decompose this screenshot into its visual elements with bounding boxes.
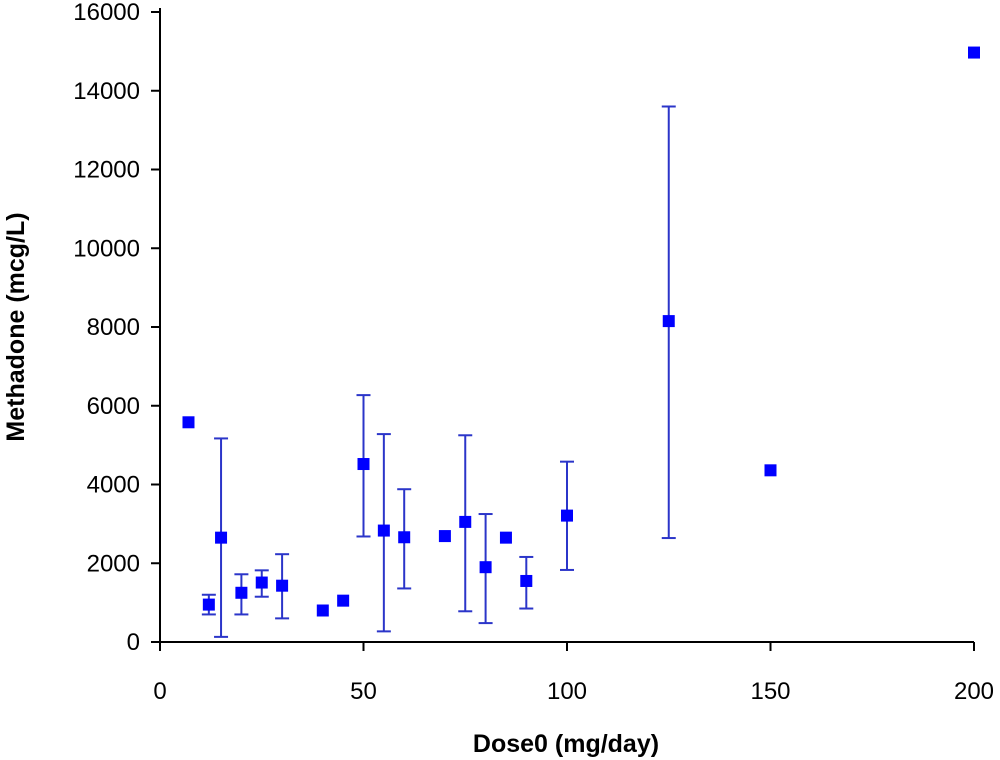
data-point: [459, 515, 472, 528]
y-tick-label: 4000: [87, 472, 140, 499]
x-tick-label: 200: [954, 678, 994, 705]
y-tick-label: 2000: [87, 550, 140, 577]
data-point: [764, 464, 777, 477]
data-point: [255, 576, 268, 589]
y-tick-label: 0: [127, 629, 140, 656]
y-tick-label: 12000: [73, 157, 140, 184]
y-tick-label: 14000: [73, 78, 140, 105]
data-point: [398, 531, 411, 544]
data-point: [276, 579, 289, 592]
data-point: [235, 586, 248, 599]
data-point: [202, 598, 215, 611]
plot-area: 0 2000 4000 6000 8000 10000 12000 14000 16000 0 50…: [73, 0, 994, 705]
y-tick-label: 8000: [87, 314, 140, 341]
data-point: [561, 509, 573, 522]
data-point: [662, 315, 675, 328]
x-tick-label: 150: [750, 678, 790, 705]
x-tick-label: 100: [547, 678, 587, 705]
data-point: [182, 416, 195, 429]
y-axis-title: Methadone (mcg/L): [2, 212, 30, 441]
data-point: [377, 524, 390, 537]
data-point: [499, 531, 512, 544]
data-point: [357, 458, 370, 471]
data-point: [215, 531, 228, 544]
x-tick-label: 50: [350, 678, 377, 705]
y-tick-label: 16000: [73, 0, 140, 26]
data-point: [479, 561, 492, 574]
x-axis-title: Dose0 (mg/day): [473, 730, 659, 758]
y-tick-label: 10000: [73, 235, 140, 262]
data-point: [316, 604, 329, 617]
data-point: [337, 594, 350, 607]
data-point: [438, 530, 451, 543]
data-point: [968, 46, 980, 59]
data-point: [520, 574, 533, 587]
y-tick-label: 6000: [87, 393, 140, 420]
x-tick-label: 0: [153, 678, 166, 705]
